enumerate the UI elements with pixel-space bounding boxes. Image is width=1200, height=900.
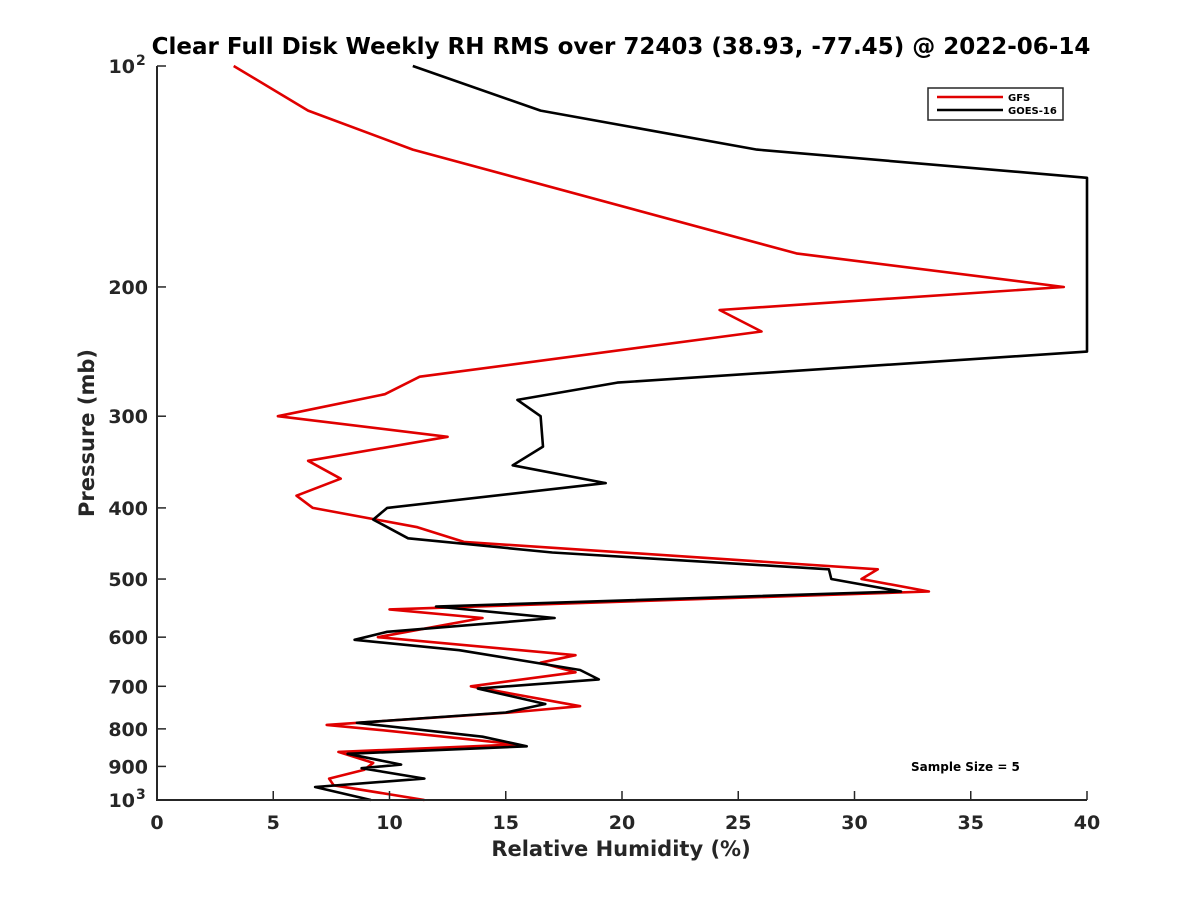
y-tick-label: 900 bbox=[108, 756, 148, 778]
x-tick-label: 30 bbox=[841, 812, 867, 834]
x-tick-label: 35 bbox=[958, 812, 984, 834]
legend-label-goes16: GOES-16 bbox=[1008, 106, 1057, 117]
plot-lines bbox=[233, 64, 1089, 802]
y-axis-label: Pressure (mb) bbox=[75, 349, 99, 517]
y-tick-label: 400 bbox=[108, 498, 148, 520]
y-tick-exponent: 2 bbox=[136, 53, 146, 69]
axes bbox=[156, 66, 1087, 801]
x-tick-label: 0 bbox=[150, 812, 163, 834]
x-ticks: 0 5 10 15 20 25 30 35 40 bbox=[150, 791, 1100, 834]
x-tick-label: 15 bbox=[493, 812, 519, 834]
x-tick-label: 5 bbox=[267, 812, 280, 834]
y-tick-exponent: 3 bbox=[136, 787, 146, 803]
legend-box bbox=[927, 87, 1064, 121]
series-line-goes16 bbox=[313, 64, 1089, 802]
x-tick-label: 20 bbox=[609, 812, 635, 834]
x-tick-label: 40 bbox=[1074, 812, 1100, 834]
x-axis-label: Relative Humidity (%) bbox=[491, 837, 750, 861]
y-tick-label: 10 bbox=[109, 56, 135, 78]
y-tick-label: 10 bbox=[109, 790, 135, 812]
y-tick-label: 500 bbox=[108, 569, 148, 591]
y-tick-label: 300 bbox=[108, 406, 148, 428]
y-tick-label: 600 bbox=[108, 627, 148, 649]
series-line-gfs bbox=[233, 64, 1066, 802]
y-tick-label: 700 bbox=[108, 676, 148, 698]
y-tick-label: 800 bbox=[108, 719, 148, 741]
sample-size-annotation: Sample Size = 5 bbox=[911, 760, 1020, 774]
x-tick-label: 10 bbox=[376, 812, 402, 834]
legend-label-gfs: GFS bbox=[1008, 93, 1030, 104]
y-tick-label: 200 bbox=[108, 277, 148, 299]
legend: GFS GOES-16 bbox=[927, 87, 1064, 121]
x-tick-label: 25 bbox=[725, 812, 751, 834]
chart-title: Clear Full Disk Weekly RH RMS over 72403… bbox=[152, 34, 1091, 60]
